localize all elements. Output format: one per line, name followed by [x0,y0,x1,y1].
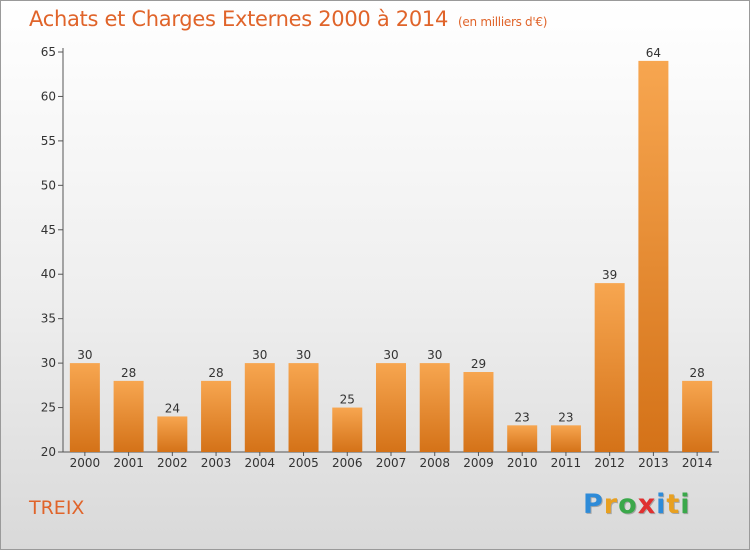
bar [113,380,144,452]
logo-letter: x [637,489,657,520]
bar-value-label: 23 [515,410,530,424]
x-tick-label: 2014 [682,456,713,470]
y-tick-label: 25 [41,401,56,415]
bar [288,363,319,452]
x-tick-label: 2004 [245,456,276,470]
bar [550,425,581,452]
y-tick-label: 35 [41,312,56,326]
logo-letter: P [583,489,604,520]
bar-value-label: 30 [383,348,398,362]
bar [463,372,494,452]
x-tick-label: 2003 [201,456,232,470]
x-tick-label: 2009 [463,456,494,470]
x-tick-label: 2010 [507,456,538,470]
town-name: TREIX [29,497,85,519]
bar [201,380,232,452]
y-tick-label: 45 [41,223,56,237]
x-tick-label: 2005 [288,456,319,470]
bar-value-label: 23 [558,410,573,424]
bar [682,380,713,452]
bar-value-label: 25 [340,393,355,407]
title-text: Achats et Charges Externes 2000 à 2014 [29,7,449,31]
x-tick-label: 2000 [70,456,101,470]
bar [594,283,625,452]
bar-value-label: 28 [208,366,223,380]
bar-value-label: 28 [689,366,704,380]
y-tick-label: 20 [41,445,56,459]
y-tick-label: 60 [41,89,56,103]
bar-value-label: 24 [165,401,180,415]
bar [332,407,363,452]
logo-letter: i [656,489,667,520]
y-tick-label: 55 [41,134,56,148]
x-tick-label: 2012 [594,456,625,470]
bar-value-label: 29 [471,357,486,371]
bar [507,425,538,452]
bar-value-label: 30 [296,348,311,362]
bar-value-label: 30 [77,348,92,362]
chart-title: Achats et Charges Externes 2000 à 2014 (e… [29,7,547,31]
y-tick-label: 65 [41,45,56,59]
bar [69,363,100,452]
logo-letter: r [603,489,619,520]
bar-value-label: 64 [646,46,661,60]
bar-value-label: 39 [602,268,617,282]
logo-letter: t [666,489,681,520]
proxiti-logo: Proxiti [583,489,691,520]
chart-subtitle: (en milliers d'€) [458,15,548,29]
bar [157,416,188,452]
x-tick-label: 2007 [376,456,407,470]
x-tick-label: 2006 [332,456,363,470]
bar [638,60,669,453]
bar-value-label: 30 [427,348,442,362]
logo-letter: o [618,489,638,520]
bar [376,363,406,452]
bar-value-label: 30 [252,348,267,362]
x-tick-label: 2001 [113,456,144,470]
y-tick-label: 50 [41,178,56,192]
x-tick-label: 2011 [551,456,582,470]
x-tick-label: 2002 [157,456,188,470]
bar [244,363,275,452]
y-tick-label: 30 [41,356,56,370]
y-tick-label: 40 [41,267,56,281]
bar [419,363,450,452]
logo-letter: i [680,489,691,520]
bar-value-label: 28 [121,366,136,380]
x-tick-label: 2013 [638,456,669,470]
x-tick-label: 2008 [419,456,450,470]
